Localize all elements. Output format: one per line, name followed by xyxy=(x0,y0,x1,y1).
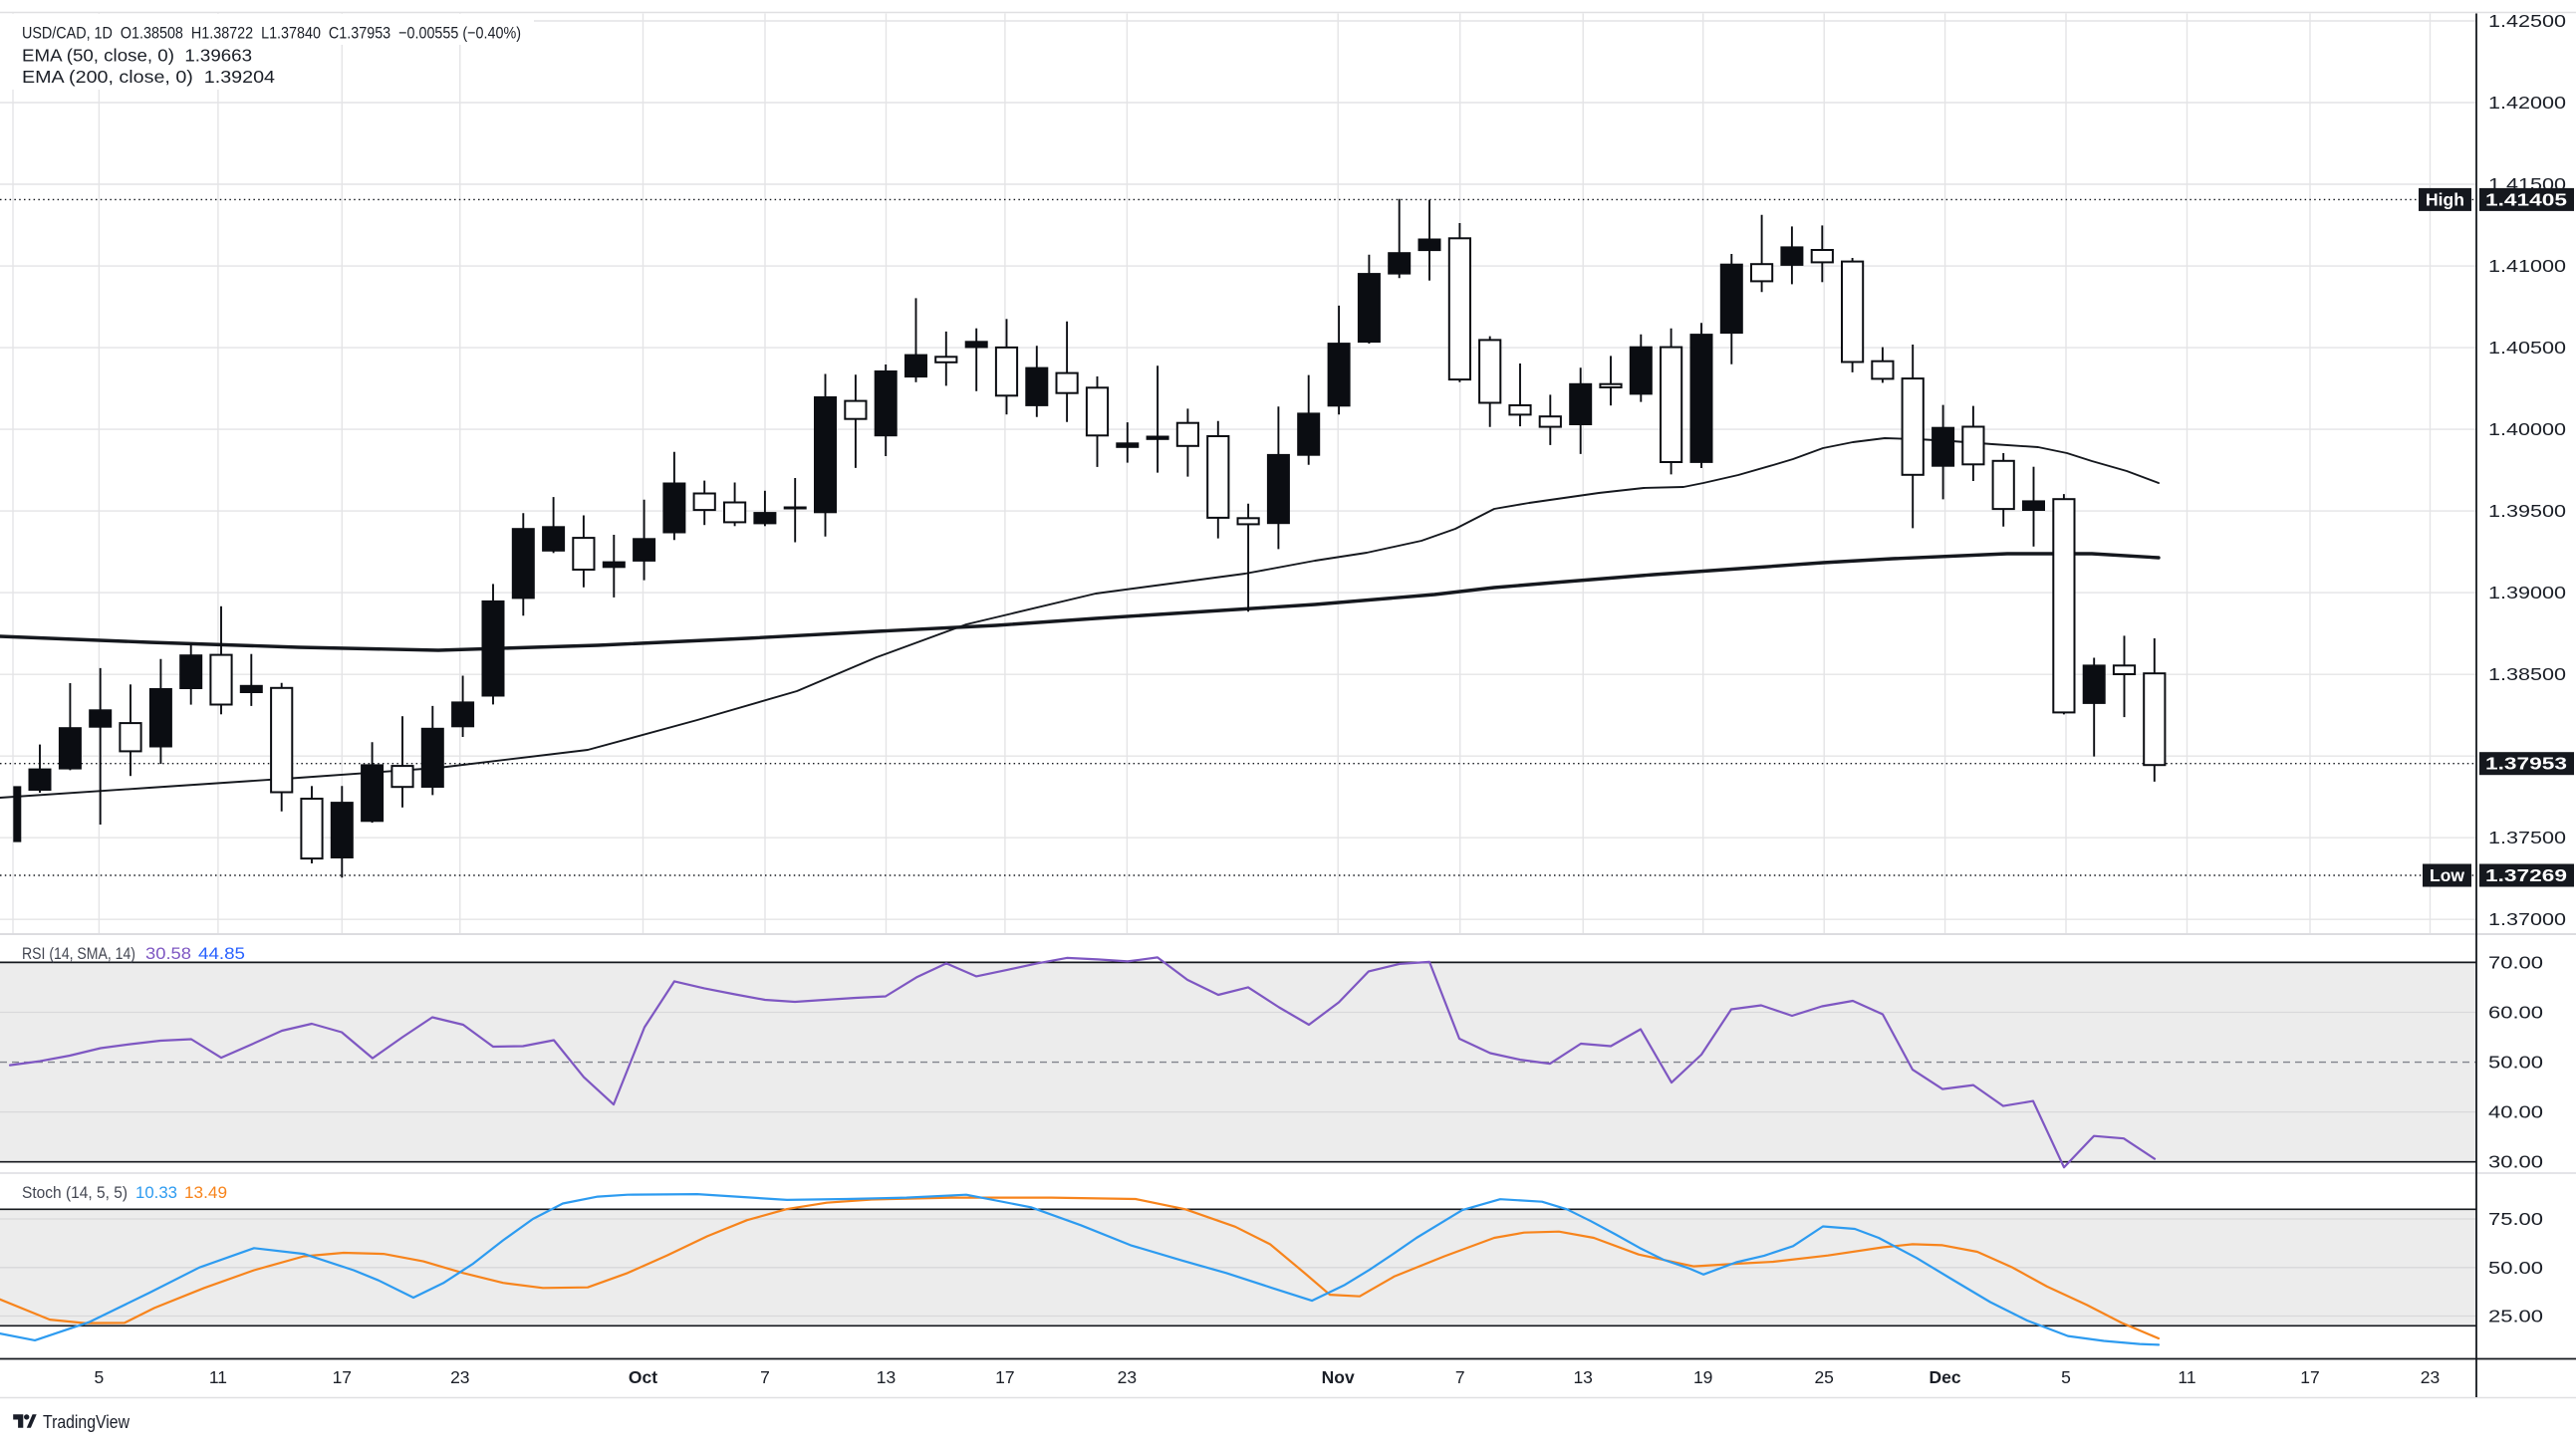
svg-text:1.39500: 1.39500 xyxy=(2488,501,2566,521)
svg-text:25.00: 25.00 xyxy=(2488,1307,2543,1326)
svg-text:13.49: 13.49 xyxy=(184,1184,227,1202)
svg-text:70.00: 70.00 xyxy=(2488,952,2543,972)
svg-text:75.00: 75.00 xyxy=(2488,1209,2543,1229)
svg-text:USD/CAD, 1D O1.38508 H1.3872: USD/CAD, 1D O1.38508 H1.38722 L1.37840 C… xyxy=(22,24,521,43)
svg-text:30.58: 30.58 xyxy=(145,945,191,963)
svg-text:1.37000: 1.37000 xyxy=(2488,909,2566,929)
svg-text:60.00: 60.00 xyxy=(2488,1003,2543,1023)
svg-text:5: 5 xyxy=(2061,1367,2071,1387)
svg-text:1.39000: 1.39000 xyxy=(2488,583,2566,602)
svg-text:10.33: 10.33 xyxy=(135,1184,177,1202)
svg-text:Stoch (14, 5, 5): Stoch (14, 5, 5) xyxy=(22,1184,128,1202)
svg-text:44.85: 44.85 xyxy=(198,945,245,963)
svg-text:Nov: Nov xyxy=(1322,1367,1355,1387)
svg-text:1.37500: 1.37500 xyxy=(2488,828,2566,847)
svg-text:13: 13 xyxy=(877,1367,896,1387)
svg-text:7: 7 xyxy=(760,1367,770,1387)
svg-text:17: 17 xyxy=(995,1367,1014,1387)
svg-text:17: 17 xyxy=(333,1367,352,1387)
svg-text:23: 23 xyxy=(450,1367,469,1387)
svg-text:50.00: 50.00 xyxy=(2488,1053,2543,1073)
svg-text:7: 7 xyxy=(1455,1367,1465,1387)
svg-text:1.40500: 1.40500 xyxy=(2488,338,2566,358)
svg-text:5: 5 xyxy=(95,1367,105,1387)
svg-text:13: 13 xyxy=(1573,1367,1592,1387)
svg-text:Low: Low xyxy=(2430,865,2464,885)
svg-text:17: 17 xyxy=(2300,1367,2319,1387)
svg-text:50.00: 50.00 xyxy=(2488,1258,2543,1278)
svg-text:1.41405: 1.41405 xyxy=(2485,189,2567,209)
svg-text:11: 11 xyxy=(2178,1367,2195,1387)
svg-text:EMA (50, close, 0) 1.39663: EMA (50, close, 0) 1.39663 xyxy=(22,46,252,66)
svg-text:Oct: Oct xyxy=(629,1367,657,1387)
svg-text:19: 19 xyxy=(1693,1367,1712,1387)
svg-text:RSI (14, SMA, 14): RSI (14, SMA, 14) xyxy=(22,945,135,963)
svg-text:EMA (200, close, 0) 1.39204: EMA (200, close, 0) 1.39204 xyxy=(22,67,275,87)
svg-text:1.40000: 1.40000 xyxy=(2488,419,2566,439)
svg-text:1.37269: 1.37269 xyxy=(2485,865,2567,885)
svg-text:High: High xyxy=(2426,189,2464,209)
svg-text:23: 23 xyxy=(1118,1367,1137,1387)
svg-text:1.37953: 1.37953 xyxy=(2485,754,2567,774)
svg-text:23: 23 xyxy=(2421,1367,2440,1387)
svg-text:Dec: Dec xyxy=(1930,1367,1961,1387)
svg-text:25: 25 xyxy=(1814,1367,1833,1387)
svg-text:30.00: 30.00 xyxy=(2488,1152,2543,1172)
svg-text:1.42500: 1.42500 xyxy=(2488,11,2566,31)
svg-text:1.42000: 1.42000 xyxy=(2488,93,2566,113)
svg-text:40.00: 40.00 xyxy=(2488,1102,2543,1122)
svg-text:11: 11 xyxy=(209,1367,227,1387)
svg-text:1.38500: 1.38500 xyxy=(2488,664,2566,684)
svg-text:1.41000: 1.41000 xyxy=(2488,256,2566,276)
svg-text:TradingView: TradingView xyxy=(43,1411,130,1432)
